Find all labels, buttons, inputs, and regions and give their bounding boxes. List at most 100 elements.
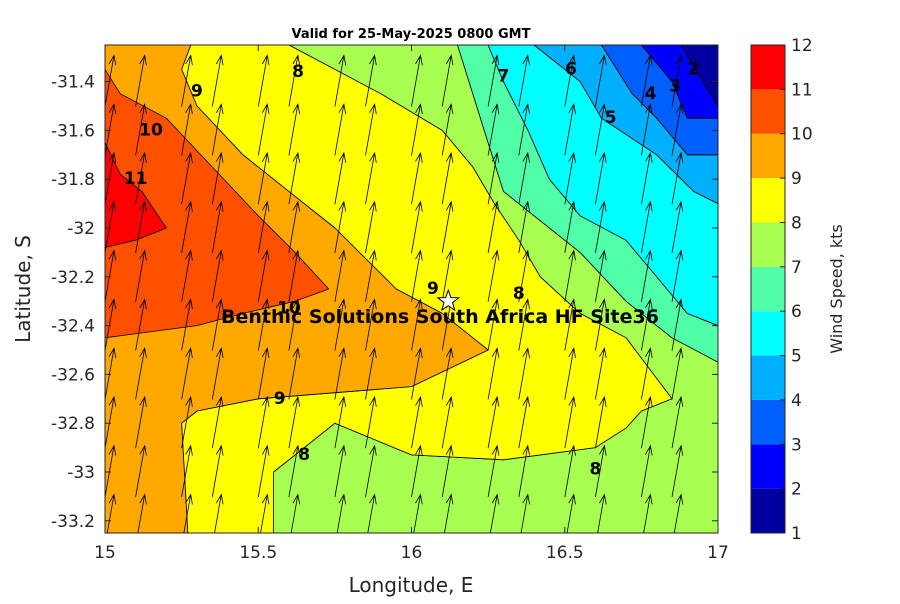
colorbar-level xyxy=(751,399,785,445)
wind-arrow xyxy=(564,347,576,400)
wind-arrow xyxy=(595,444,607,498)
x-tick-label: 15 xyxy=(94,543,116,563)
wind-arrow xyxy=(520,493,530,533)
wind-arrow xyxy=(211,395,224,449)
colorbar-level xyxy=(751,45,785,90)
wind-arrow xyxy=(641,347,653,400)
wind-arrow xyxy=(334,347,347,400)
wind-arrow-layer xyxy=(105,54,718,533)
wind-arrow xyxy=(135,151,147,205)
wind-arrow xyxy=(595,151,607,205)
wind-arrow xyxy=(135,54,147,107)
wind-arrow xyxy=(257,395,270,449)
wind-arrow xyxy=(518,347,530,400)
wind-arrow xyxy=(181,200,193,254)
x-tick-label: 16 xyxy=(401,543,423,563)
wind-arrow xyxy=(411,151,423,205)
wind-arrow xyxy=(641,444,653,498)
wind-arrow xyxy=(288,395,301,449)
wind-arrow xyxy=(135,298,147,351)
y-tick-label: -33 xyxy=(67,463,95,483)
wind-arrow xyxy=(181,249,193,302)
wind-arrow xyxy=(643,493,653,533)
wind-arrow xyxy=(518,151,530,205)
wind-arrow xyxy=(489,493,500,533)
wind-arrow xyxy=(365,151,377,205)
colorbar-tick-label: 9 xyxy=(791,169,802,189)
wind-arrow xyxy=(181,151,193,205)
wind-arrow xyxy=(564,444,576,498)
wind-arrow xyxy=(595,249,607,302)
wind-arrow xyxy=(334,54,347,107)
y-tick-label: -32.6 xyxy=(51,365,95,385)
wind-arrow xyxy=(365,444,377,498)
contour-region-1 xyxy=(680,45,718,107)
wind-arrow xyxy=(288,54,301,107)
x-axis-label: Longitude, E xyxy=(349,573,474,597)
wind-arrow xyxy=(288,347,301,400)
contour-label: 7 xyxy=(498,67,510,87)
wind-arrow xyxy=(671,249,684,302)
contour-label: 9 xyxy=(274,389,286,409)
wind-arrow xyxy=(641,395,653,449)
wind-arrow xyxy=(595,54,607,107)
x-tick-label: 17 xyxy=(707,543,729,563)
x-tick-label: 15.5 xyxy=(239,543,277,563)
wind-arrow xyxy=(214,493,224,533)
wind-arrow xyxy=(334,200,347,254)
wind-arrow xyxy=(257,200,270,254)
wind-arrow xyxy=(365,347,377,400)
colorbar-tick-label: 11 xyxy=(791,80,813,100)
wind-arrow xyxy=(564,103,576,156)
wind-arrow xyxy=(671,298,684,351)
wind-arrow xyxy=(367,493,377,533)
wind-arrow xyxy=(444,493,454,533)
wind-arrow xyxy=(135,103,147,156)
wind-arrow xyxy=(334,249,347,302)
contour-label: 10 xyxy=(139,120,163,140)
wind-arrow xyxy=(334,395,347,449)
site-marker-layer: Benthic Solutions South Africa HF Site36 xyxy=(221,288,659,328)
chart-title: Valid for 25-May-2025 0800 GMT xyxy=(292,27,531,42)
wind-arrow xyxy=(105,298,117,351)
wind-arrow xyxy=(105,200,117,254)
contour-label: 8 xyxy=(298,445,310,465)
wind-arrow xyxy=(211,103,224,156)
wind-arrow xyxy=(518,103,530,156)
wind-arrow xyxy=(411,200,423,254)
wind-arrow xyxy=(518,200,530,254)
wind-arrow xyxy=(135,249,147,302)
y-tick-label: -33.2 xyxy=(51,512,95,532)
colorbar-level xyxy=(751,311,785,356)
site-label: Benthic Solutions South Africa HF Site36 xyxy=(221,306,659,328)
wind-arrow xyxy=(211,347,224,400)
colorbar-level xyxy=(751,266,785,312)
colorbar-level xyxy=(751,355,785,400)
wind-arrow xyxy=(365,395,377,449)
site-star-marker xyxy=(436,288,461,312)
wind-arrow xyxy=(105,151,117,205)
wind-arrow xyxy=(211,200,224,254)
wind-arrow xyxy=(365,249,377,302)
contour-label: 2 xyxy=(688,59,700,79)
wind-arrow xyxy=(257,54,270,107)
wind-arrow xyxy=(441,103,454,156)
y-tick-label: -32 xyxy=(67,219,95,239)
y-tick-label: -31.6 xyxy=(51,121,95,141)
wind-arrow xyxy=(105,103,117,156)
wind-arrow xyxy=(595,200,607,254)
wind-arrow xyxy=(487,200,500,254)
wind-arrow xyxy=(411,249,423,302)
colorbar-level xyxy=(751,444,785,489)
colorbar-tick-label: 2 xyxy=(791,480,802,500)
wind-arrow xyxy=(673,493,684,533)
x-tick-label: 16.5 xyxy=(546,543,584,563)
colorbar-tick-label: 1 xyxy=(791,524,802,544)
wind-arrow xyxy=(518,249,530,302)
wind-arrow xyxy=(105,54,117,107)
colorbar-tick-label: 8 xyxy=(791,213,802,233)
wind-arrow xyxy=(641,298,653,351)
contour-label: 3 xyxy=(669,76,681,96)
